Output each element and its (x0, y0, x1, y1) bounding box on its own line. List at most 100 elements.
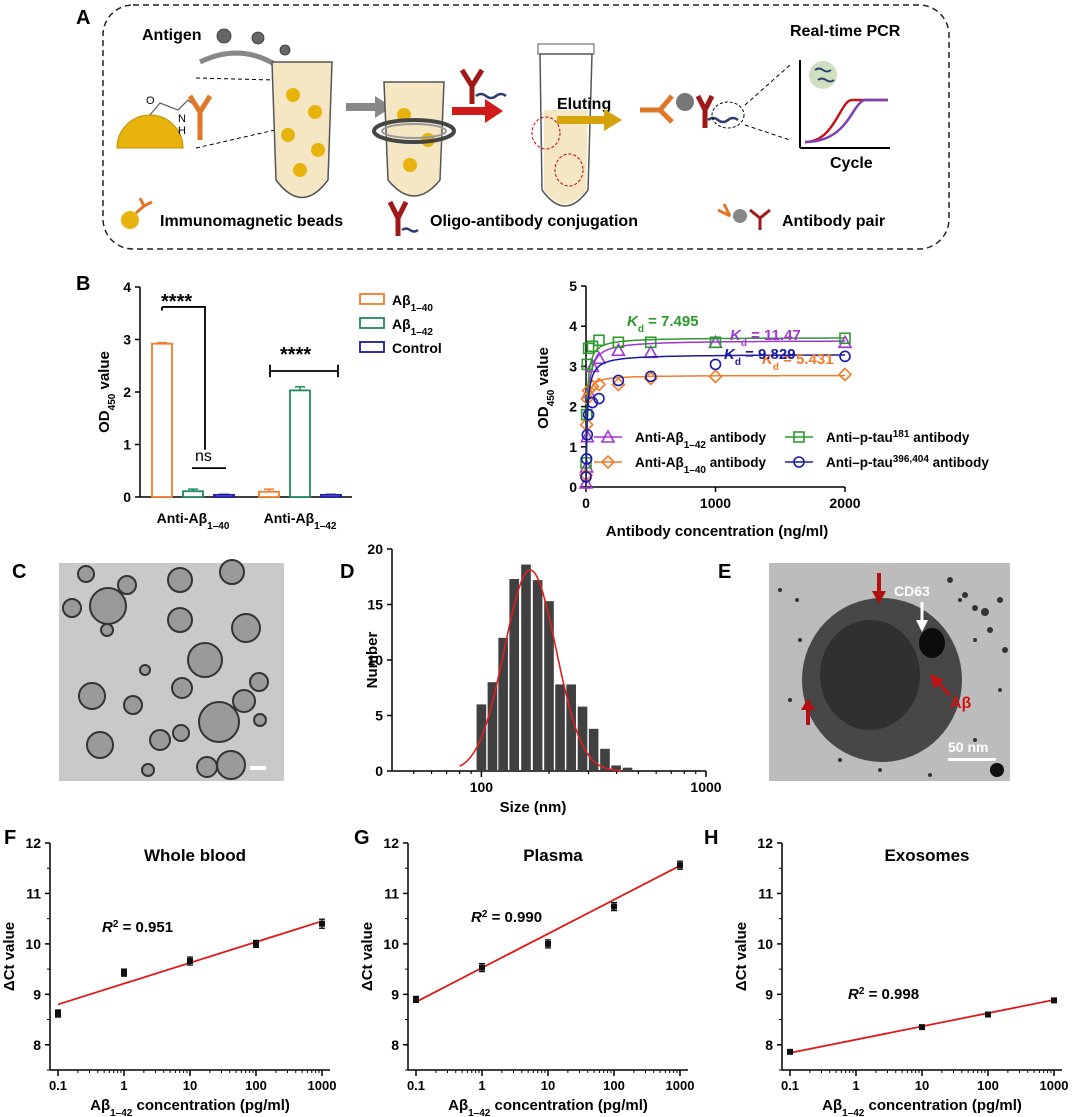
gold-dot (981, 608, 989, 616)
histogram-bar (532, 580, 543, 771)
vesicle (86, 731, 114, 759)
sig-label-ns: ns (195, 448, 212, 465)
vesicle (78, 682, 106, 710)
y-tick-label: 12 (383, 835, 399, 851)
y-tick-label: 2 (569, 399, 577, 415)
y-tick-label: 12 (757, 835, 773, 851)
x-axis-label: Size (nm) (500, 799, 567, 816)
histogram-bar (577, 706, 588, 771)
data-point (545, 940, 551, 947)
chart-d-histogram: 0 5 10 15 20 100 1000 Size (nm) Number (364, 541, 722, 816)
kd-label: Kd = 11.47 (730, 327, 801, 349)
cd63-gold-particle (919, 628, 945, 658)
y-tick-label: 11 (758, 885, 773, 901)
data-point (837, 367, 853, 382)
legend-label-part: Anti–p-tau (826, 455, 893, 470)
data-point (582, 408, 595, 421)
y-axis-label: ΔCt value (359, 922, 376, 991)
kd-label-part: K (724, 346, 736, 363)
r2-label-part: = 0.951 (118, 919, 173, 936)
y-axis-label-part: 450 (107, 393, 118, 410)
r2-label-part: 2 (859, 986, 865, 997)
y-tick-label: 10 (383, 936, 399, 952)
process-arrow-1-icon (346, 96, 392, 118)
gold-dot (838, 758, 842, 762)
x-axis-label-part: concentration (pg/ml) (864, 1097, 1022, 1114)
pcr-zoom-line-bottom (744, 124, 791, 141)
kd-label: Kd = 7.495 (627, 313, 699, 335)
legend-label: Anti–p-tau181 antibody (826, 429, 970, 446)
pcr-zoom-line-top (744, 64, 791, 106)
legend-label: Anti-Aβ1–42 antibody (635, 430, 766, 451)
histogram-bar (498, 637, 508, 771)
legend-label: Control (392, 340, 442, 356)
tube-1-icon (271, 61, 333, 199)
scale-bar-c (250, 766, 266, 770)
gold-dot (1002, 647, 1008, 653)
x-tick-label: 100 (245, 1078, 267, 1093)
fit-curve (585, 340, 845, 488)
x-axis-label: Aβ1–42 concentration (pg/ml) (90, 1097, 290, 1117)
panel-a-letter: A (76, 7, 90, 29)
pcr-title: Real-time PCR (790, 23, 901, 40)
data-point (253, 940, 259, 947)
fit-curve (585, 354, 845, 488)
legend-label-part: antibody (909, 430, 969, 445)
vesicle (198, 701, 240, 743)
x-tick-label: 1 (120, 1078, 127, 1093)
chart-title: Exosomes (884, 846, 969, 865)
kd-label: Kd = 5.431 (762, 351, 834, 373)
panel-a: A Antigen O N H (76, 4, 950, 250)
legend-label-part: 181 (893, 429, 910, 440)
scale-bar-e (948, 758, 996, 761)
vesicle (139, 664, 151, 676)
vesicle (249, 672, 269, 692)
data-point (600, 429, 616, 443)
data-point (55, 1010, 61, 1017)
histogram-bar (544, 601, 554, 771)
panel-b-letter: B (76, 273, 90, 295)
data-point (985, 1011, 991, 1018)
tem-image-exosomes (59, 559, 284, 781)
sig-bracket-2 (269, 364, 339, 378)
data-point (591, 350, 607, 365)
legend-label: Aβ1–42 (392, 316, 433, 338)
bar (182, 490, 204, 498)
x-axis-label: Antibody concentration (ng/ml) (606, 523, 829, 540)
vesicle (187, 642, 223, 678)
r2-label: R2 = 0.990 (471, 909, 542, 927)
legend-swatch (359, 341, 385, 353)
data-point (593, 334, 605, 347)
x-category-label: Anti-Aβ1–42 (264, 510, 337, 532)
chart-f-whole-blood: 8 9 10 11 12 0.1 1 10 100 1000 Whole blood ΔCt valu… (1, 835, 336, 1117)
sig-label-stars-2: **** (280, 344, 311, 366)
y-tick-label: 15 (367, 597, 383, 613)
x-tick-label: 1000 (700, 495, 731, 511)
gold-dot (973, 738, 977, 742)
histogram-bar (566, 684, 576, 771)
data-point (787, 1048, 793, 1055)
y-tick-label: 0 (123, 489, 131, 505)
data-point (593, 392, 605, 405)
data-point (581, 358, 594, 371)
vesicle (89, 587, 127, 625)
eluting-label: Eluting (557, 96, 611, 113)
x-tick-label: 10 (915, 1078, 929, 1093)
data-point (644, 336, 657, 349)
data-point (919, 1024, 925, 1031)
y-axis-label-part: OD (96, 410, 113, 433)
data-point (793, 431, 805, 443)
antibody-pair-legend-icon (717, 203, 771, 230)
r2-label-part: = 0.998 (864, 986, 919, 1003)
histogram-bar (611, 765, 621, 771)
chart-h-exosomes: 8 9 10 11 12 0.1 1 10 100 1000 Exosomes ΔCt value Aβ… (733, 835, 1068, 1117)
y-tick-label: 3 (123, 332, 131, 348)
legend-label-part: 1–40 (411, 303, 434, 314)
y-axis-label: ΔCt value (733, 922, 750, 991)
x-tick-label: 2000 (829, 495, 860, 511)
legend-label-part: 396,404 (893, 454, 930, 465)
x-tick-label: 1000 (690, 779, 721, 795)
sig-bracket-1 (161, 306, 206, 450)
x-tick-label: 1 (852, 1078, 859, 1093)
